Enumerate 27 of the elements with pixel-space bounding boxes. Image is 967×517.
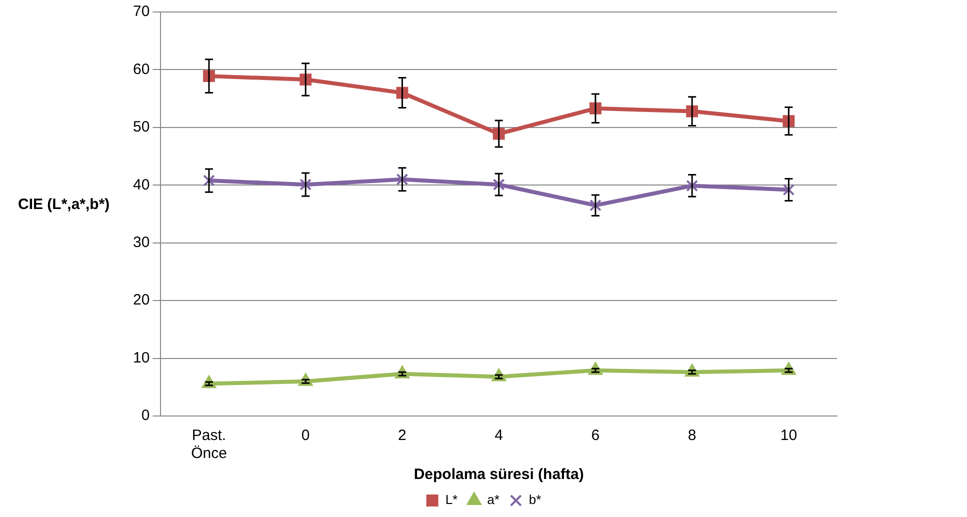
y-tick-label: 0: [141, 407, 150, 424]
x-tick-label: 10: [780, 427, 798, 444]
y-tick-label: 20: [132, 292, 150, 309]
x-tick-label: 4: [494, 427, 504, 444]
point: [396, 173, 408, 186]
point: [492, 178, 505, 191]
point: [782, 184, 795, 196]
x-tick-label: 2: [398, 427, 406, 444]
point: [686, 180, 698, 192]
y-tick-label: 40: [132, 176, 150, 194]
point: [203, 174, 215, 186]
y-tick-label: 50: [132, 118, 150, 136]
legend-label: L*: [445, 492, 458, 508]
y-axis-title: CIE (L*,a*,b*): [18, 196, 110, 213]
y-tick-label: 10: [132, 349, 150, 366]
x-tick-label: Past. Önce: [191, 427, 227, 462]
legend-label: b*: [528, 492, 542, 508]
x-tick-label: 6: [591, 427, 600, 444]
x-axis-title: Depolama süresi (hafta): [414, 466, 584, 484]
x-tick-label: 8: [688, 427, 696, 444]
x-tick-label: 0: [301, 427, 310, 444]
y-tick-label: 70: [132, 3, 150, 20]
legend-label: a*: [487, 492, 500, 508]
point: [590, 199, 602, 212]
y-tick-label: 60: [132, 60, 150, 78]
point: [300, 178, 312, 191]
y-tick-label: 30: [132, 234, 150, 251]
